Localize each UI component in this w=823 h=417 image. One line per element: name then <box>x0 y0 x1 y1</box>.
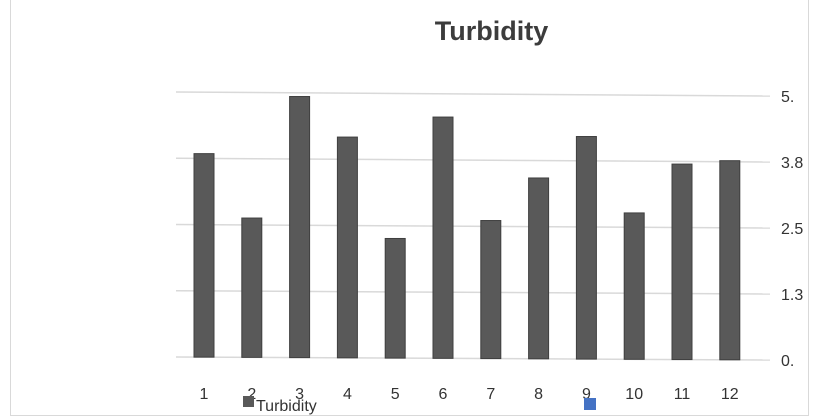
bars <box>193 96 741 361</box>
bar <box>384 237 406 359</box>
y-tick-label: 2.5 <box>781 221 803 238</box>
x-tick-label: 4 <box>343 386 352 403</box>
gridlines <box>175 91 771 361</box>
bar <box>193 153 215 358</box>
x-tick-label: 10 <box>625 386 643 403</box>
y-tick-label: 5. <box>781 89 794 106</box>
y-tick-label: 3.8 <box>781 155 803 172</box>
y-tick-labels: 0. 1.3 2.5 3.8 5. <box>781 89 803 370</box>
x-tick-label: 3 <box>295 386 304 403</box>
gridline <box>175 223 771 229</box>
chart-title: Turbidity <box>434 16 549 46</box>
gridline <box>175 356 771 361</box>
y-tick-label: 0. <box>781 353 794 370</box>
bar <box>671 163 693 361</box>
x-tick-label: 7 <box>486 386 495 403</box>
bar <box>289 96 311 359</box>
gridline <box>175 157 771 163</box>
legend-swatch <box>584 398 596 410</box>
y-tick-label: 1.3 <box>781 287 803 304</box>
bar <box>432 116 454 359</box>
x-tick-label: 9 <box>582 386 591 403</box>
gridline <box>175 91 771 97</box>
bar <box>241 217 263 358</box>
x-tick-label: 6 <box>439 386 448 403</box>
x-tick-labels: 1 2 3 4 5 6 7 8 9 10 11 12 <box>200 386 739 403</box>
bar <box>336 136 358 359</box>
bar <box>623 212 645 360</box>
x-tick-label: 5 <box>391 386 400 403</box>
bar <box>575 136 597 360</box>
x-tick-label: 8 <box>534 386 543 403</box>
x-tick-label: 11 <box>674 386 691 403</box>
chart-frame <box>10 0 809 416</box>
x-tick-label: 1 <box>200 386 209 403</box>
bar <box>719 160 741 361</box>
bar <box>528 177 550 360</box>
x-tick-label: 12 <box>721 386 739 403</box>
gridline <box>175 289 771 295</box>
legend-label: Turbidity <box>256 398 317 415</box>
legend-swatch <box>243 396 254 407</box>
x-tick-label: 2 <box>247 386 256 403</box>
legend: Turbidity <box>243 396 596 415</box>
bar <box>480 220 502 360</box>
